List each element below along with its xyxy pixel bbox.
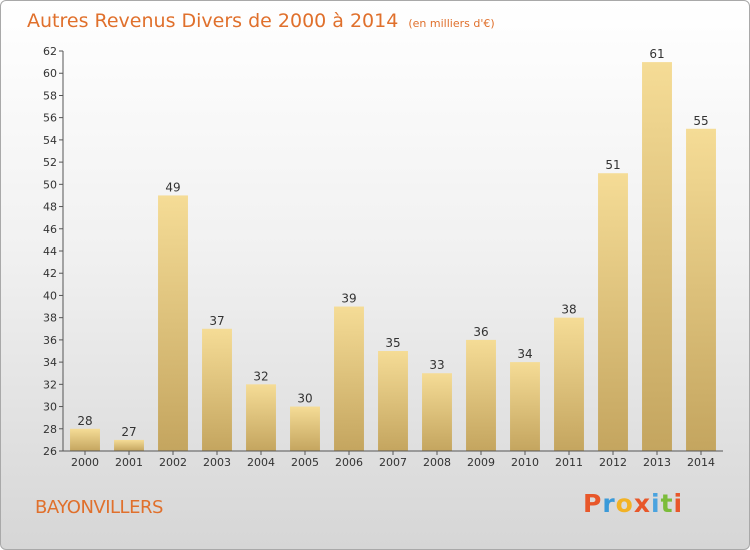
place-label: BAYONVILLERS bbox=[35, 497, 163, 518]
x-tick-label: 2007 bbox=[379, 456, 407, 469]
x-tick-label: 2011 bbox=[555, 456, 583, 469]
logo-letter: t bbox=[660, 489, 674, 518]
y-tick-label: 46 bbox=[43, 223, 57, 236]
bar-value-label: 38 bbox=[561, 303, 576, 317]
x-axis: 2000 2001 2002 2003 2004 2005 2006 2007 2008 2009… bbox=[63, 450, 723, 469]
bar bbox=[290, 406, 320, 451]
y-tick-label: 40 bbox=[43, 289, 57, 302]
bar bbox=[510, 362, 540, 451]
bar-value-label: 35 bbox=[385, 336, 400, 350]
bar-value-label: 33 bbox=[429, 358, 444, 372]
x-tick-label: 2006 bbox=[335, 456, 363, 469]
bar-value-label: 61 bbox=[649, 47, 664, 61]
y-tick-label: 54 bbox=[43, 134, 57, 147]
chart-title-text: Autres Revenus Divers de 2000 à 2014 bbox=[27, 10, 399, 32]
y-tick-label: 48 bbox=[43, 201, 57, 214]
bar-value-label: 49 bbox=[165, 180, 180, 194]
y-tick-label: 38 bbox=[43, 312, 57, 325]
x-tick-label: 2004 bbox=[247, 456, 275, 469]
bar-value-label: 32 bbox=[253, 369, 268, 383]
x-tick-label: 2014 bbox=[687, 456, 715, 469]
y-tick-label: 62 bbox=[43, 45, 57, 58]
x-tick-label: 2009 bbox=[467, 456, 495, 469]
y-tick-label: 30 bbox=[43, 401, 57, 414]
y-tick-label: 36 bbox=[43, 334, 57, 347]
y-tick-label: 32 bbox=[43, 378, 57, 391]
bar-value-label: 28 bbox=[77, 414, 92, 428]
y-tick-label: 26 bbox=[43, 445, 57, 458]
y-tick-label: 42 bbox=[43, 267, 57, 280]
y-tick-label: 56 bbox=[43, 112, 57, 125]
y-tick-label: 58 bbox=[43, 89, 57, 102]
logo-letter: i bbox=[651, 489, 661, 518]
chart-subtitle: (en milliers d'€) bbox=[408, 17, 495, 30]
y-tick-label: 60 bbox=[43, 67, 57, 80]
bars: 28 27 49 37 32 30 39 35 33 36 34 38 51 61 55 bbox=[70, 47, 716, 451]
x-tick-label: 2013 bbox=[643, 456, 671, 469]
bar-value-label: 37 bbox=[209, 314, 224, 328]
y-tick-label: 34 bbox=[43, 356, 57, 369]
bar bbox=[642, 62, 672, 451]
bar bbox=[422, 373, 452, 451]
logo-letter: r bbox=[602, 489, 616, 518]
bar bbox=[70, 428, 100, 451]
logo-letter: o bbox=[615, 489, 634, 518]
y-tick-label: 44 bbox=[43, 245, 57, 258]
x-tick-label: 2008 bbox=[423, 456, 451, 469]
y-axis: 26 28 30 32 34 36 38 40 42 44 46 48 50 52 54 56 58 60 62 bbox=[43, 45, 64, 458]
bar-value-label: 36 bbox=[473, 325, 488, 339]
bar bbox=[554, 317, 584, 451]
x-tick-label: 2003 bbox=[203, 456, 231, 469]
bar-value-label: 27 bbox=[121, 425, 136, 439]
bar bbox=[466, 339, 496, 451]
bar bbox=[686, 128, 716, 451]
bar-value-label: 30 bbox=[297, 392, 312, 406]
bar bbox=[334, 306, 364, 451]
bar bbox=[378, 351, 408, 451]
x-tick-label: 2001 bbox=[115, 456, 143, 469]
bar bbox=[158, 195, 188, 451]
y-tick-label: 52 bbox=[43, 156, 57, 169]
logo-letter: i bbox=[673, 489, 684, 518]
logo-letter: x bbox=[633, 489, 651, 518]
bar-value-label: 55 bbox=[693, 114, 708, 128]
bar bbox=[114, 439, 144, 451]
logo-letter: P bbox=[583, 489, 603, 518]
bar bbox=[202, 328, 232, 451]
bar-value-label: 51 bbox=[605, 158, 620, 172]
bar bbox=[246, 384, 276, 451]
x-tick-label: 2000 bbox=[71, 456, 99, 469]
y-tick-label: 28 bbox=[43, 423, 57, 436]
x-tick-label: 2012 bbox=[599, 456, 627, 469]
proxiti-logo: Proxiti bbox=[583, 489, 683, 518]
bar bbox=[598, 173, 628, 451]
bar-value-label: 39 bbox=[341, 292, 356, 306]
bar-value-label: 34 bbox=[517, 347, 532, 361]
chart-title: Autres Revenus Divers de 2000 à 2014 (en… bbox=[27, 10, 495, 32]
y-tick-label: 50 bbox=[43, 178, 57, 191]
x-tick-label: 2002 bbox=[159, 456, 187, 469]
x-tick-label: 2010 bbox=[511, 456, 539, 469]
x-tick-label: 2005 bbox=[291, 456, 319, 469]
